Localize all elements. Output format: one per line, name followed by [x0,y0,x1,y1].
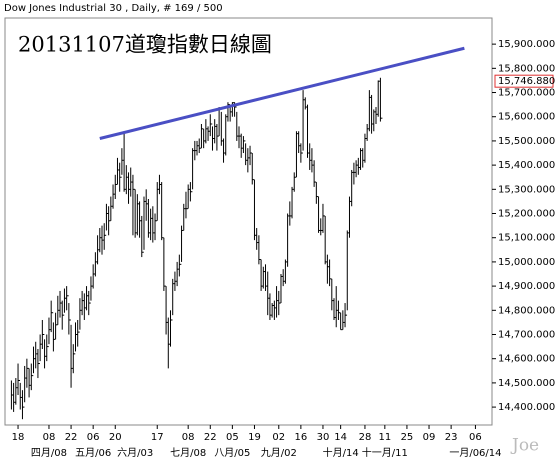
y-tick-label: 15,300.000 [498,184,555,195]
annotation: 20131107道瓊指數日線圖 [18,33,272,57]
last-price-box [494,74,554,88]
month-label: 一月/06/14 [449,447,501,459]
x-tick-label: 11 [378,432,391,443]
month-label: 十月/14 [323,446,359,459]
y-tick-label: 15,800.000 [498,63,555,74]
x-tick-label: 09 [423,432,436,443]
y-tick-label: 15,600.000 [498,112,555,123]
x-tick-label: 20 [109,432,122,443]
x-tick-label: 17 [151,432,164,443]
x-tick-label: 16 [295,432,308,443]
x-tick-label: 02 [272,432,285,443]
month-label: 七月/08 [170,447,206,459]
x-tick-label: 06 [469,432,482,443]
y-tick-label: 14,900.000 [498,281,555,292]
trendline [99,46,465,140]
y-tick-label: 15,400.000 [498,160,555,171]
y-tick-label: 15,200.000 [498,209,555,220]
last-price-label: 15,746.880 [498,76,555,87]
x-tick-label: 08 [182,432,195,443]
plot-frame [4,17,493,426]
watermark: Joe [510,436,539,456]
x-tick-label: 28 [359,432,372,443]
x-tick-label: 23 [445,432,458,443]
x-tick-label: 22 [65,432,78,443]
month-label: 六月/03 [117,447,153,459]
x-tick-label: 06 [87,432,100,443]
y-tick-label: 14,800.000 [498,305,555,316]
x-tick-label: 18 [12,432,25,443]
month-label: 八月/05 [214,447,250,459]
month-label: 九月/02 [261,447,297,459]
x-tick-label: 22 [204,432,217,443]
y-tick-label: 14,700.000 [498,330,555,341]
x-tick-label: 19 [248,432,261,443]
x-tick-label: 05 [226,432,239,443]
y-tick-label: 15,900.000 [498,39,555,50]
y-tick-label: 14,600.000 [498,354,555,365]
y-tick-label: 14,400.000 [498,402,555,413]
y-tick-label: 15,700.000 [498,88,555,99]
y-tick-label: 15,100.000 [498,233,555,244]
x-tick-label: 14 [334,432,347,443]
month-label: 四月/08 [31,447,67,459]
x-tick-label: 08 [43,432,56,443]
chart-title: Dow Jones Industrial 30 , Daily, # 169 /… [4,3,223,14]
month-label: 五月/06 [75,447,111,459]
y-tick-label: 15,000.000 [498,257,555,268]
x-tick-label: 25 [401,432,414,443]
x-tick-label: 30 [317,432,330,443]
y-tick-label: 14,500.000 [498,378,555,389]
y-tick-label: 15,500.000 [498,136,555,147]
month-label: 十一月/11 [362,446,408,459]
